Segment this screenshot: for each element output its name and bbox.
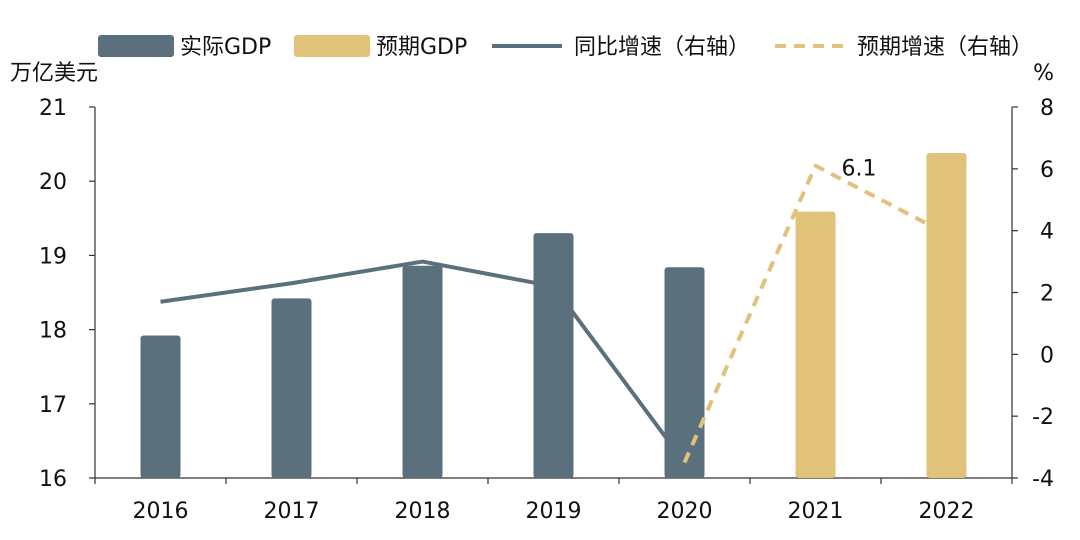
right-axis-unit: %	[1033, 61, 1054, 86]
left-tick-label: 19	[39, 244, 67, 269]
data-labels: 6.1	[842, 157, 877, 182]
right-tick-label: 2	[1040, 282, 1054, 307]
x-tick-label: 2016	[133, 499, 189, 524]
bar-2022	[926, 153, 967, 478]
bar-2017	[271, 298, 312, 478]
x-tick-label: 2019	[526, 499, 582, 524]
x-tick-label: 2018	[395, 499, 451, 524]
lines	[160, 163, 948, 464]
legend: 实际GDP 预期GDP 同比增速（右轴） 预期增速（右轴）	[98, 35, 1033, 60]
bar-2020	[664, 267, 705, 478]
legend-swatch-bar	[98, 35, 174, 57]
left-tick-label: 17	[39, 393, 67, 418]
right-tick-label: -4	[1032, 467, 1054, 492]
right-tick-label: 6	[1040, 158, 1054, 183]
right-tick-label: 0	[1040, 343, 1054, 368]
left-tick-label: 18	[39, 319, 67, 344]
left-tick-label: 20	[39, 170, 67, 195]
legend-label: 预期增速（右轴）	[857, 35, 1033, 60]
left-tick-label: 21	[39, 96, 67, 121]
data-label: 6.1	[842, 157, 877, 182]
x-tick-label: 2017	[264, 499, 320, 524]
x-tick-label: 2020	[657, 499, 713, 524]
bar-2016	[140, 335, 181, 478]
forecast-growth-line	[682, 163, 948, 464]
right-tick-label: -2	[1032, 405, 1054, 430]
bar-2021	[795, 211, 836, 478]
x-tick-label: 2021	[788, 499, 844, 524]
right-tick-label: 8	[1040, 96, 1054, 121]
legend-swatch-bar	[294, 35, 370, 57]
left-axis-unit: 万亿美元	[10, 61, 98, 86]
legend-label: 实际GDP	[180, 35, 271, 60]
bars	[140, 153, 967, 478]
legend-label: 预期GDP	[376, 35, 467, 60]
legend-label: 同比增速（右轴）	[574, 35, 750, 60]
actual-growth-line	[160, 259, 687, 464]
left-tick-label: 16	[39, 467, 67, 492]
bar-2018	[402, 265, 443, 478]
x-tick-label: 2022	[919, 499, 975, 524]
right-tick-label: 4	[1040, 220, 1054, 245]
bar-2019	[533, 233, 574, 478]
